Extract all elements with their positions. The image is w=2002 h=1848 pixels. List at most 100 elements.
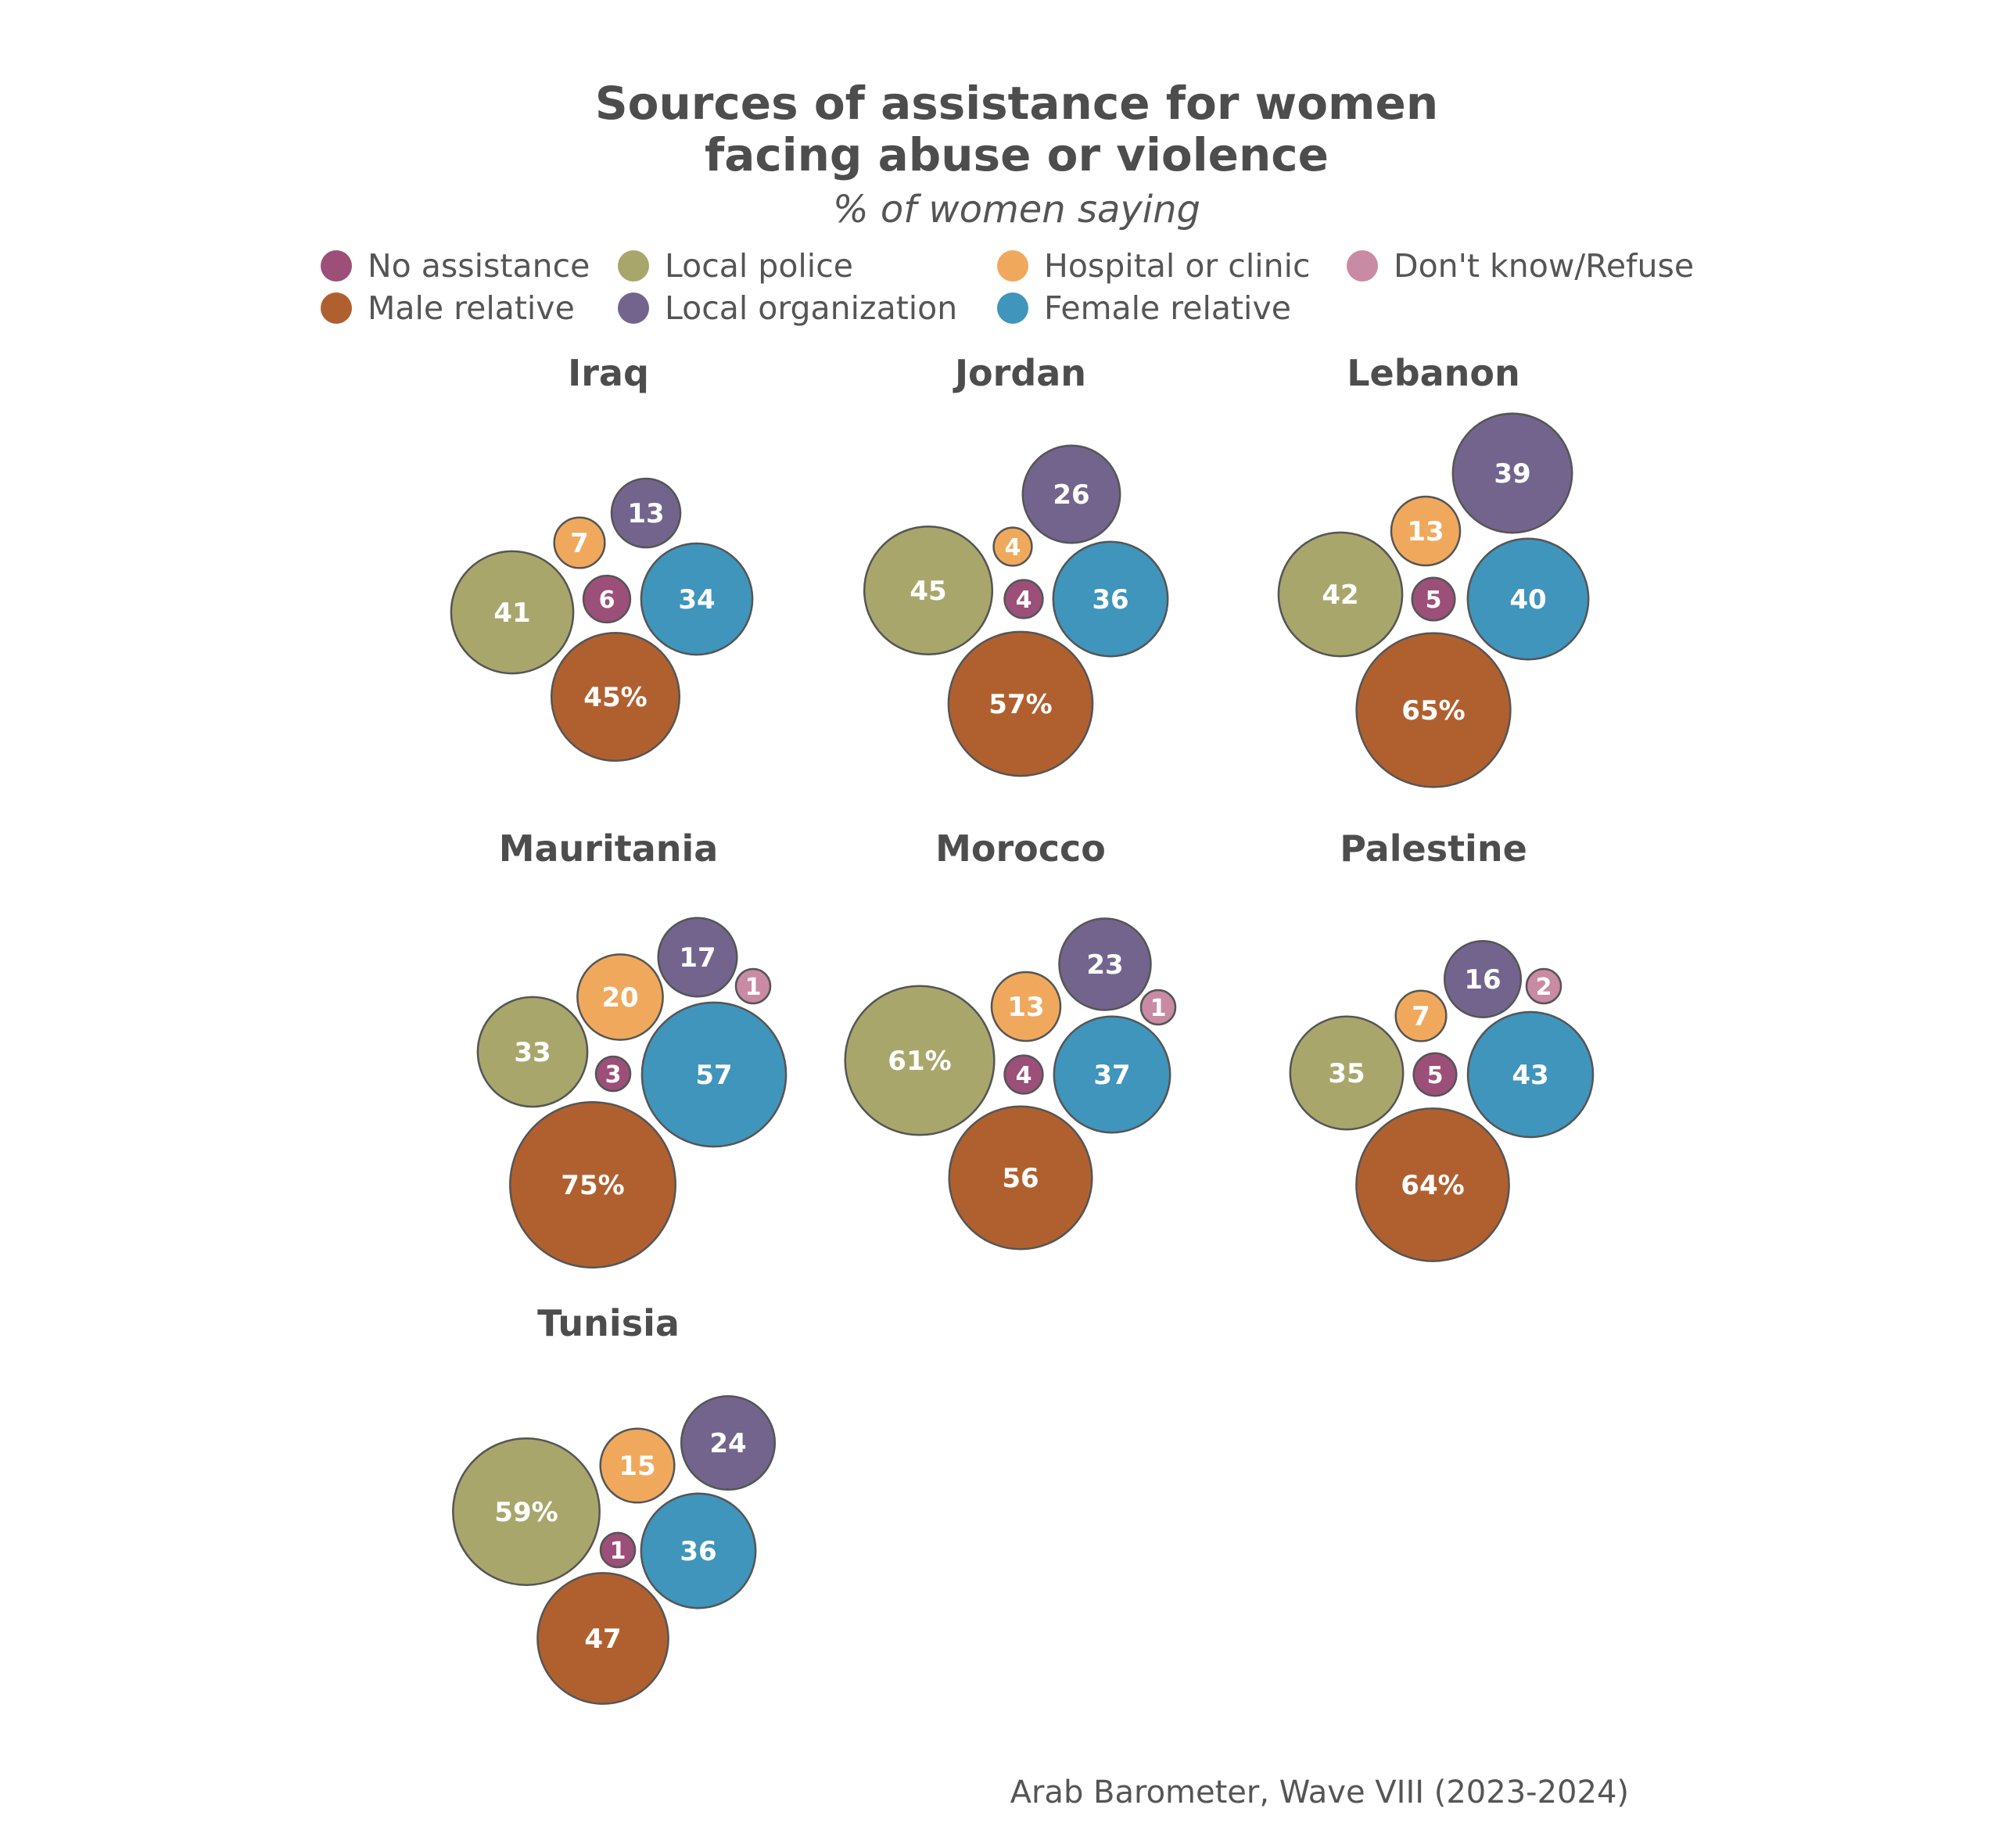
bubble-circle bbox=[1466, 1010, 1595, 1139]
bubble-local-org: 17 bbox=[657, 917, 738, 998]
legend-item-no-assistance: No assistance bbox=[321, 247, 590, 285]
chart-title-line-2: facing abuse or violence bbox=[705, 128, 1329, 181]
bubble-circle bbox=[550, 631, 681, 763]
bubble-local-police: 45 bbox=[863, 525, 994, 656]
bubble-label: 16 bbox=[1464, 964, 1501, 996]
legend-item-local-police: Local police bbox=[618, 247, 853, 285]
bubble-circle bbox=[594, 1055, 632, 1093]
bubble-local-org: 23 bbox=[1058, 917, 1152, 1011]
bubble-female-relative: 34 bbox=[640, 542, 754, 656]
bubble-label: 15 bbox=[619, 1451, 655, 1482]
bubble-circle bbox=[640, 542, 754, 656]
legend-swatch bbox=[997, 250, 1028, 282]
legend-swatch bbox=[997, 292, 1028, 324]
legend-label: Male relative bbox=[368, 289, 575, 327]
bubble-female-relative: 37 bbox=[1053, 1015, 1171, 1134]
bubble-circle bbox=[990, 971, 1062, 1042]
bubble-circle bbox=[1466, 537, 1590, 661]
panel-title: Mauritania bbox=[499, 827, 719, 870]
bubble-hospital: 13 bbox=[1390, 495, 1462, 567]
bubble-no-assistance: 4 bbox=[1003, 579, 1044, 619]
bubble-circle bbox=[576, 953, 664, 1041]
bubble-label: 41 bbox=[493, 597, 530, 629]
legend-label: Local organization bbox=[665, 289, 957, 327]
bubble-label: 13 bbox=[1407, 516, 1444, 547]
bubble-label: 57 bbox=[695, 1060, 732, 1091]
bubble-label: 40 bbox=[1509, 584, 1546, 615]
bubble-male-relative: 45% bbox=[550, 631, 681, 763]
legend-swatch bbox=[321, 292, 352, 324]
bubble-label: 1 bbox=[1150, 995, 1167, 1022]
bubble-hospital: 20 bbox=[576, 953, 664, 1041]
bubble-label: 4 bbox=[1016, 1062, 1032, 1089]
bubble-label: 39 bbox=[1494, 458, 1530, 490]
bubble-label: 65% bbox=[1401, 695, 1465, 727]
panel-title: Jordan bbox=[953, 352, 1086, 394]
bubble-male-relative: 56 bbox=[948, 1105, 1093, 1251]
bubble-circle bbox=[452, 1437, 601, 1586]
bubble-label: 20 bbox=[601, 982, 638, 1014]
legend-item-female-relative: Female relative bbox=[997, 289, 1291, 327]
bubble-local-org: 26 bbox=[1021, 444, 1121, 544]
bubble-local-police: 41 bbox=[450, 550, 575, 675]
bubble-circle bbox=[1277, 531, 1404, 658]
bubble-circle bbox=[1412, 1052, 1458, 1097]
bubble-local-police: 35 bbox=[1289, 1015, 1405, 1131]
bubble-circle bbox=[734, 967, 772, 1005]
bubble-circle bbox=[1053, 1015, 1171, 1134]
source-caption: Arab Barometer, Wave VIII (2023-2024) bbox=[1010, 1774, 1629, 1810]
legend-swatch bbox=[1347, 250, 1378, 282]
bubble-circle bbox=[1021, 444, 1121, 544]
legend: No assistance Local police Hospital or cli… bbox=[321, 247, 1694, 327]
panel-title: Tunisia bbox=[537, 1302, 680, 1344]
chart-title-line-1: Sources of assistance for women bbox=[595, 77, 1438, 130]
bubble-label: 34 bbox=[678, 584, 715, 615]
bubble-local-police: 59% bbox=[452, 1437, 601, 1586]
bubble-circle bbox=[1058, 917, 1152, 1011]
bubble-no-assistance: 6 bbox=[582, 574, 632, 624]
bubble-label: 56 bbox=[1002, 1163, 1039, 1194]
bubble-label: 43 bbox=[1512, 1060, 1548, 1091]
bubble-circle bbox=[553, 516, 606, 569]
legend-label: Don't know/Refuse bbox=[1394, 247, 1694, 285]
bubble-label: 59% bbox=[494, 1497, 558, 1528]
bubble-circle bbox=[844, 985, 996, 1136]
bubble-local-police: 33 bbox=[476, 996, 589, 1108]
bubble-circle bbox=[599, 1531, 637, 1569]
bubble-label: 36 bbox=[680, 1536, 716, 1567]
bubble-label: 13 bbox=[1007, 992, 1044, 1023]
bubble-female-relative: 40 bbox=[1466, 537, 1590, 661]
panel-title: Iraq bbox=[568, 352, 649, 394]
bubble-local-org: 16 bbox=[1443, 939, 1523, 1019]
bubble-circle bbox=[450, 550, 575, 675]
bubble-circle bbox=[582, 574, 632, 624]
bubble-male-relative: 64% bbox=[1355, 1107, 1510, 1262]
panel-title: Morocco bbox=[935, 827, 1106, 870]
bubble-local-org: 24 bbox=[680, 1394, 777, 1491]
legend-item-hospital: Hospital or clinic bbox=[997, 247, 1311, 285]
bubble-circle bbox=[1003, 579, 1044, 619]
bubble-female-relative: 36 bbox=[640, 1492, 757, 1609]
bubble-circle bbox=[1443, 939, 1523, 1019]
bubble-hospital: 4 bbox=[992, 526, 1033, 567]
bubble-circle bbox=[1139, 989, 1177, 1026]
panel-morocco: Morocco 56 61% 37 23 13 4 1 bbox=[844, 827, 1177, 1251]
bubble-circle bbox=[476, 996, 589, 1108]
panel-title: Palestine bbox=[1340, 827, 1527, 870]
bubble-label: 24 bbox=[709, 1428, 746, 1459]
bubble-label: 45 bbox=[910, 576, 946, 607]
bubble-label: 4 bbox=[1016, 587, 1032, 614]
legend-label: Female relative bbox=[1044, 289, 1291, 327]
panel-tunisia: Tunisia 47 59% 36 24 15 1 bbox=[452, 1302, 777, 1705]
bubble-label: 37 bbox=[1093, 1060, 1130, 1091]
legend-item-local-org: Local organization bbox=[618, 289, 957, 327]
panel-iraq: Iraq 45% 41 34 13 7 6 bbox=[450, 352, 754, 763]
bubble-circle bbox=[948, 1105, 1093, 1251]
legend-item-male-relative: Male relative bbox=[321, 289, 575, 327]
bubble-female-relative: 57 bbox=[640, 1001, 788, 1148]
bubble-female-relative: 36 bbox=[1052, 540, 1169, 658]
bubble-label: 13 bbox=[627, 498, 664, 529]
legend-label: No assistance bbox=[368, 247, 590, 285]
bubble-circle bbox=[863, 525, 994, 656]
